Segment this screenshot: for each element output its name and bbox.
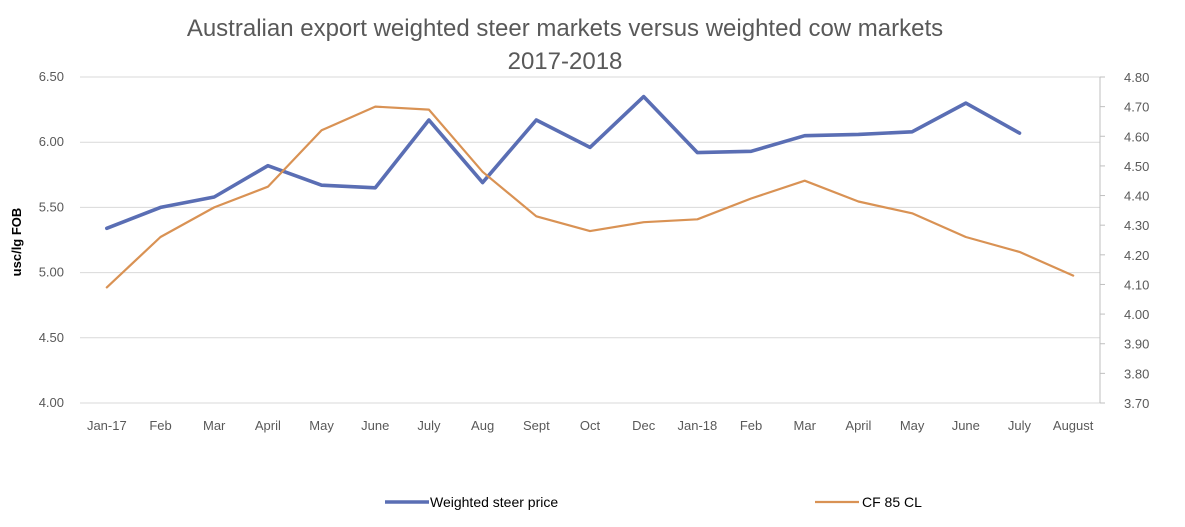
series-line-2 — [105, 105, 1075, 289]
y-right-tick-label: 4.20 — [1124, 248, 1149, 263]
axes: 4.00 4.50 5.00 5.50 6.00 6.50 3.70 3.80 3.90 4.00… — [39, 69, 1150, 433]
series-lines — [105, 94, 1075, 289]
legend-label: CF 85 CL — [862, 494, 922, 510]
y-left-tick-label: 6.00 — [39, 134, 64, 149]
y-right-tick-label: 4.60 — [1124, 129, 1149, 144]
y-right-tick-label: 4.80 — [1124, 70, 1149, 85]
x-tick-label: April — [845, 418, 871, 433]
series-line-1 — [105, 94, 1022, 231]
y-left-tick-label: 4.50 — [39, 330, 64, 345]
x-tick-label: Dec — [632, 418, 656, 433]
x-tick-label: Feb — [149, 418, 171, 433]
y-right-tick-label: 4.10 — [1124, 277, 1149, 292]
y-left-tick-label: 5.50 — [39, 199, 64, 214]
x-tick-label: Mar — [794, 418, 817, 433]
chart-title: Australian export weighted steer markets… — [187, 15, 943, 42]
x-tick-label: May — [309, 418, 334, 433]
y-right-tick-label: 4.40 — [1124, 189, 1149, 204]
x-tick-label: April — [255, 418, 281, 433]
gridlines — [80, 76, 1100, 404]
chart-subtitle: 2017-2018 — [508, 48, 623, 75]
x-tick-label: Jan-18 — [677, 418, 717, 433]
y-right-tick-label: 3.70 — [1124, 396, 1149, 411]
x-tick-label: August — [1053, 418, 1094, 433]
x-tick-label: Mar — [203, 418, 226, 433]
legend-item: CF 85 CL — [815, 494, 922, 510]
y-right-tick-label: 4.30 — [1124, 218, 1149, 233]
x-tick-label: July — [1008, 418, 1032, 433]
legend-label: Weighted steer price — [430, 494, 558, 510]
y-axis-label: usc/lg FOB — [9, 208, 24, 277]
y-right-tick-label: 3.90 — [1124, 337, 1149, 352]
legend-item: Weighted steer price — [385, 494, 558, 510]
y-left-tick-label: 4.00 — [39, 395, 64, 410]
x-tick-label: Aug — [471, 418, 494, 433]
x-tick-label: June — [952, 418, 980, 433]
x-tick-label: June — [361, 418, 389, 433]
x-tick-label: July — [417, 418, 441, 433]
x-tick-label: May — [900, 418, 925, 433]
y-left-tick-label: 5.00 — [39, 265, 64, 280]
x-tick-label: Sept — [523, 418, 550, 433]
y-left-tick-label: 6.50 — [39, 69, 64, 84]
legend: Weighted steer price CF 85 CL — [385, 494, 922, 510]
y-right-tick-label: 3.80 — [1124, 366, 1149, 381]
y-right-tick-label: 4.00 — [1124, 307, 1149, 322]
x-tick-label: Jan-17 — [87, 418, 127, 433]
y-right-tick-label: 4.50 — [1124, 159, 1149, 174]
x-tick-label: Oct — [580, 418, 601, 433]
x-tick-label: Feb — [740, 418, 762, 433]
y-right-tick-label: 4.70 — [1124, 100, 1149, 115]
